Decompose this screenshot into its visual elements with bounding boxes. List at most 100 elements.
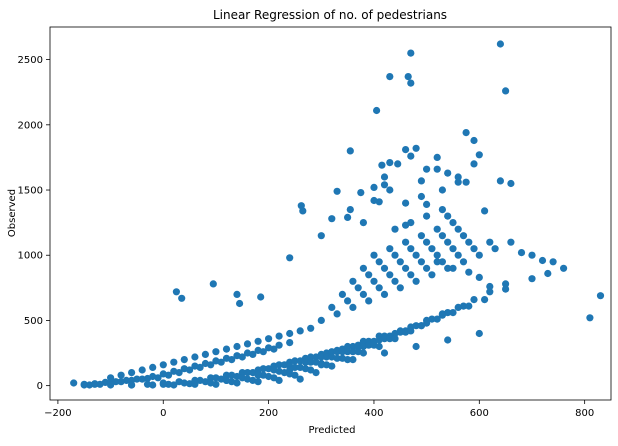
data-point — [349, 342, 357, 351]
data-point — [222, 371, 231, 379]
data-point — [159, 380, 167, 388]
data-point — [322, 353, 331, 361]
data-point — [370, 183, 378, 191]
data-point — [386, 186, 394, 194]
data-point — [222, 354, 231, 362]
data-point — [233, 379, 241, 387]
data-point — [296, 327, 304, 335]
data-point — [454, 225, 462, 233]
data-point — [412, 251, 420, 259]
data-point — [344, 356, 352, 364]
y-tick-label: 500 — [24, 316, 43, 327]
data-point — [402, 264, 410, 272]
y-tick-label: 1500 — [18, 186, 43, 197]
data-point — [386, 159, 394, 167]
data-point — [186, 380, 194, 388]
data-point — [328, 348, 336, 356]
data-point — [517, 249, 526, 257]
data-points — [70, 40, 605, 389]
data-point — [333, 354, 341, 362]
data-point — [138, 375, 146, 383]
data-point — [307, 358, 315, 366]
data-point — [486, 238, 494, 246]
data-point — [407, 327, 415, 335]
data-point — [333, 348, 341, 356]
data-point — [391, 277, 399, 285]
data-point — [178, 294, 186, 302]
data-point — [444, 169, 452, 177]
data-point — [170, 367, 178, 375]
chart-title: Linear Regression of no. of pedestrians — [213, 8, 447, 22]
data-point — [296, 375, 304, 383]
data-point — [423, 165, 431, 173]
data-point — [243, 349, 252, 357]
x-axis-ticks: −200 0 200 400 600 800 — [44, 400, 594, 419]
data-point — [438, 311, 446, 319]
data-point — [407, 245, 415, 253]
data-point — [449, 264, 457, 272]
data-point — [407, 271, 415, 279]
data-point — [328, 362, 336, 370]
data-point — [191, 362, 199, 370]
x-tick-label: 400 — [364, 408, 383, 419]
data-point — [438, 206, 446, 214]
data-point — [444, 264, 452, 272]
data-point — [286, 329, 294, 338]
data-point — [238, 369, 246, 377]
data-point — [265, 335, 273, 343]
data-point — [346, 206, 354, 214]
data-point — [462, 129, 470, 137]
data-point — [344, 297, 352, 305]
data-point — [402, 221, 410, 229]
data-point — [396, 258, 404, 266]
data-point — [370, 251, 378, 259]
plot-frame — [49, 26, 612, 401]
data-point — [465, 238, 473, 246]
plot-area — [50, 27, 611, 400]
data-point — [507, 179, 515, 188]
data-point — [344, 342, 352, 351]
data-point — [359, 290, 367, 298]
data-point — [438, 232, 446, 240]
data-point — [412, 277, 420, 285]
data-point — [386, 335, 394, 343]
data-point — [243, 369, 252, 377]
data-point — [412, 342, 420, 351]
data-point — [346, 147, 354, 155]
data-point — [212, 348, 220, 356]
data-point — [380, 173, 389, 181]
data-point — [259, 365, 267, 373]
data-point — [222, 345, 231, 353]
data-point — [149, 372, 157, 381]
data-point — [417, 177, 425, 185]
data-point — [312, 353, 320, 361]
data-point — [254, 371, 262, 379]
data-point — [475, 151, 483, 159]
y-axis-label: Observed — [7, 189, 18, 237]
data-point — [170, 381, 178, 389]
data-point — [180, 379, 188, 387]
data-point — [159, 370, 167, 378]
data-point — [212, 357, 220, 365]
data-point — [117, 371, 125, 379]
data-point — [85, 381, 94, 389]
data-point — [538, 256, 547, 265]
data-point — [502, 280, 510, 288]
data-point — [380, 181, 389, 189]
data-point — [391, 335, 399, 343]
data-point — [407, 79, 415, 87]
x-axis-label: Predicted — [309, 425, 356, 436]
data-point — [149, 381, 157, 389]
data-point — [301, 358, 310, 366]
data-point — [359, 264, 367, 272]
data-point — [159, 361, 167, 369]
data-point — [375, 258, 383, 266]
data-point — [236, 299, 244, 308]
data-point — [454, 173, 462, 181]
data-point — [375, 284, 383, 292]
y-tick-label: 0 — [37, 381, 43, 392]
data-point — [149, 363, 157, 371]
data-point — [423, 264, 431, 272]
data-point — [380, 349, 389, 357]
